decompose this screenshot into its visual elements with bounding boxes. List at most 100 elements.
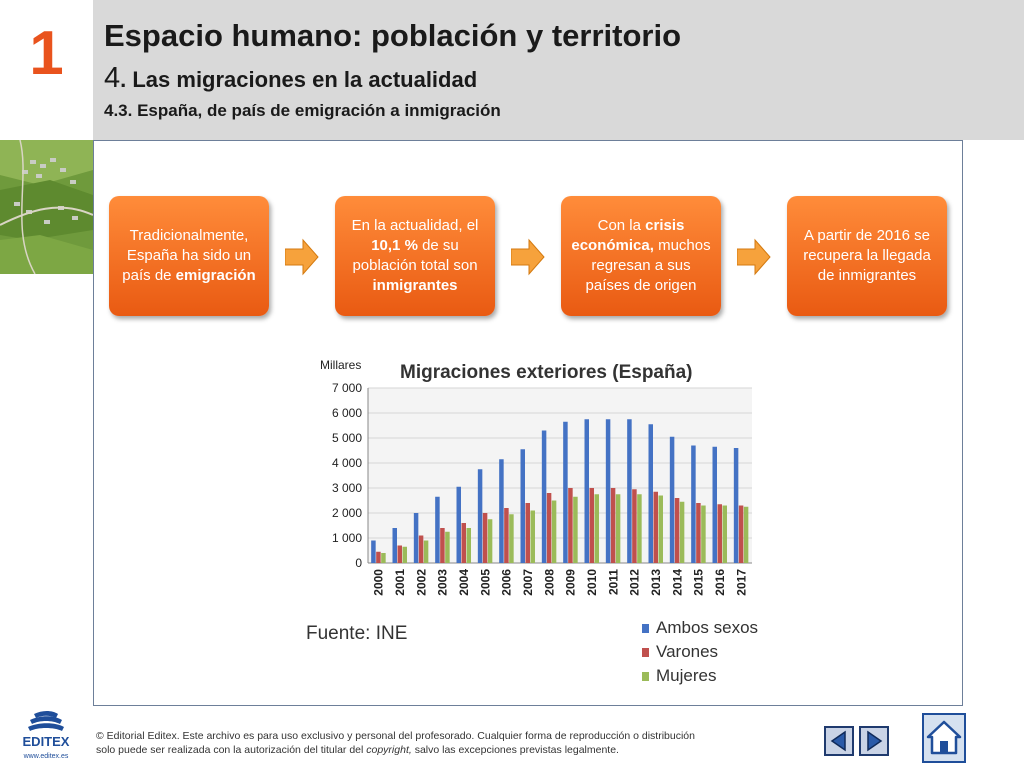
legend-label: Ambos sexos	[656, 618, 758, 637]
bar-varones-2015	[696, 503, 701, 563]
bar-varones-2012	[632, 489, 637, 563]
flow-box-3: Con la crisis económica, muchos regresan…	[561, 196, 721, 316]
x-tick-label: 2013	[649, 569, 663, 596]
y-axis-label: Millares	[320, 358, 361, 372]
x-tick-label: 2009	[564, 569, 578, 596]
bar-varones-2007	[525, 503, 530, 563]
migration-chart-svg: Millares Migraciones exteriores (España)…	[306, 358, 758, 685]
flow-arrow-3-icon	[737, 238, 771, 276]
header: 1 Espacio humano: población y territorio…	[0, 0, 1024, 140]
bar-ambos-sexos-2004	[456, 486, 461, 563]
bar-mujeres-2012	[637, 494, 642, 563]
bar-mujeres-2011	[615, 494, 621, 563]
bar-varones-2010	[589, 488, 594, 563]
y-tick-label: 5 000	[332, 431, 362, 445]
flow-box-4-part: A partir de 2016 se recupera la llegada …	[803, 227, 931, 284]
y-tick-label: 6 000	[332, 406, 362, 420]
bar-varones-2001	[397, 545, 402, 563]
x-tick-label: 2011	[606, 569, 620, 595]
x-tick-label: 2006	[500, 569, 514, 596]
x-tick-label: 2007	[521, 569, 535, 596]
bar-varones-2013	[653, 491, 658, 563]
copyright-line-2c: salvo las excepciones previstas legalmen…	[411, 744, 619, 756]
chart-title: Migraciones exteriores (España)	[400, 362, 693, 383]
y-tick-label: 1 000	[332, 531, 362, 545]
bar-mujeres-2007	[530, 510, 535, 563]
bar-ambos-sexos-2005	[477, 469, 483, 563]
section-title-text: . Las migraciones en la actualidad	[120, 67, 478, 92]
bar-ambos-sexos-2009	[563, 421, 568, 563]
bar-varones-2014	[674, 498, 680, 563]
bar-ambos-sexos-2016	[712, 446, 717, 563]
flow-box-3-part: Con la	[597, 217, 646, 234]
x-tick-label: 2001	[393, 569, 407, 596]
flow-box-4-text: A partir de 2016 se recupera la llegada …	[797, 226, 937, 286]
copyright-word: copyright,	[366, 744, 412, 756]
bar-varones-2009	[568, 488, 573, 563]
bar-ambos-sexos-2012	[627, 419, 632, 563]
x-tick-label: 2015	[692, 569, 706, 596]
flow-box-1-part: Tradicionalmente, España ha sido un país…	[122, 227, 252, 284]
flow-box-2-part: 10,1 %	[371, 237, 418, 254]
flow-box-2-part: En la actualidad, el	[351, 217, 479, 234]
bar-ambos-sexos-2002	[413, 513, 419, 563]
copyright-line-2a: solo puede ser realizada con la autoriza…	[96, 744, 367, 756]
x-tick-label: 2002	[414, 569, 428, 596]
bar-varones-2011	[610, 488, 616, 563]
bar-varones-2005	[482, 513, 488, 563]
flow-box-3-text: Con la crisis económica, muchos regresan…	[571, 216, 711, 296]
chapter-badge: 1	[0, 0, 93, 140]
bar-mujeres-2014	[679, 501, 685, 563]
legend-swatch	[642, 672, 649, 681]
x-tick-label: 2004	[457, 569, 471, 596]
x-tick-label: 2000	[372, 569, 386, 596]
copyright-notice: © Editorial Editex. Este archivo es para…	[96, 729, 716, 757]
bar-varones-2016	[717, 504, 722, 563]
bar-mujeres-2000	[381, 553, 386, 563]
flow-box-1-part: emigración	[175, 267, 256, 284]
bar-varones-2004	[461, 523, 466, 563]
flow-box-4: A partir de 2016 se recupera la llegada …	[787, 196, 947, 316]
bar-ambos-sexos-2011	[605, 419, 611, 563]
x-tick-label: 2003	[436, 569, 450, 596]
migration-chart: Millares Migraciones exteriores (España)…	[306, 350, 776, 700]
bar-ambos-sexos-2008	[541, 430, 547, 563]
bar-mujeres-2002	[423, 540, 429, 563]
bar-mujeres-2017	[743, 506, 749, 563]
next-arrow-icon[interactable]	[859, 726, 889, 756]
section-title: 4. Las migraciones en la actualidad	[104, 62, 477, 95]
bar-mujeres-2010	[594, 494, 599, 563]
prev-arrow-icon[interactable]	[824, 726, 854, 756]
flow-box-2-part: inmigrantes	[372, 277, 458, 294]
bar-ambos-sexos-2015	[691, 445, 696, 563]
x-tick-label: 2005	[478, 569, 492, 596]
x-tick-label: 2017	[734, 569, 748, 596]
x-tick-label: 2012	[628, 569, 642, 596]
bar-mujeres-2013	[658, 495, 663, 563]
bar-mujeres-2006	[509, 514, 514, 563]
editex-logo: EDITEX www.editex.es	[23, 711, 70, 760]
bar-mujeres-2015	[701, 505, 706, 563]
legend-swatch	[642, 648, 649, 657]
bar-mujeres-2005	[487, 519, 493, 563]
flow-box-1-text: Tradicionalmente, España ha sido un país…	[119, 226, 259, 286]
bar-ambos-sexos-2006	[499, 459, 504, 563]
brand-website: www.editex.es	[23, 753, 69, 760]
y-tick-label: 2 000	[332, 506, 362, 520]
legend-label: Varones	[656, 642, 718, 661]
chart-source: Fuente: INE	[306, 623, 407, 644]
flow-box-2-text: En la actualidad, el 10,1 % de su poblac…	[345, 216, 485, 296]
bar-ambos-sexos-2003	[435, 496, 440, 563]
bar-mujeres-2016	[722, 505, 727, 563]
flow-arrow-2-icon	[511, 238, 545, 276]
x-tick-label: 2014	[670, 569, 684, 596]
section-number: 4	[104, 62, 121, 94]
x-tick-label: 2010	[585, 569, 599, 596]
home-icon[interactable]	[922, 713, 966, 763]
bar-ambos-sexos-2014	[669, 436, 675, 563]
copyright-line-1: © Editorial Editex. Este archivo es para…	[96, 730, 695, 742]
x-tick-label: 2008	[542, 569, 556, 596]
bar-varones-2017	[738, 505, 744, 563]
bar-ambos-sexos-2010	[584, 419, 589, 563]
y-tick-label: 7 000	[332, 381, 362, 395]
